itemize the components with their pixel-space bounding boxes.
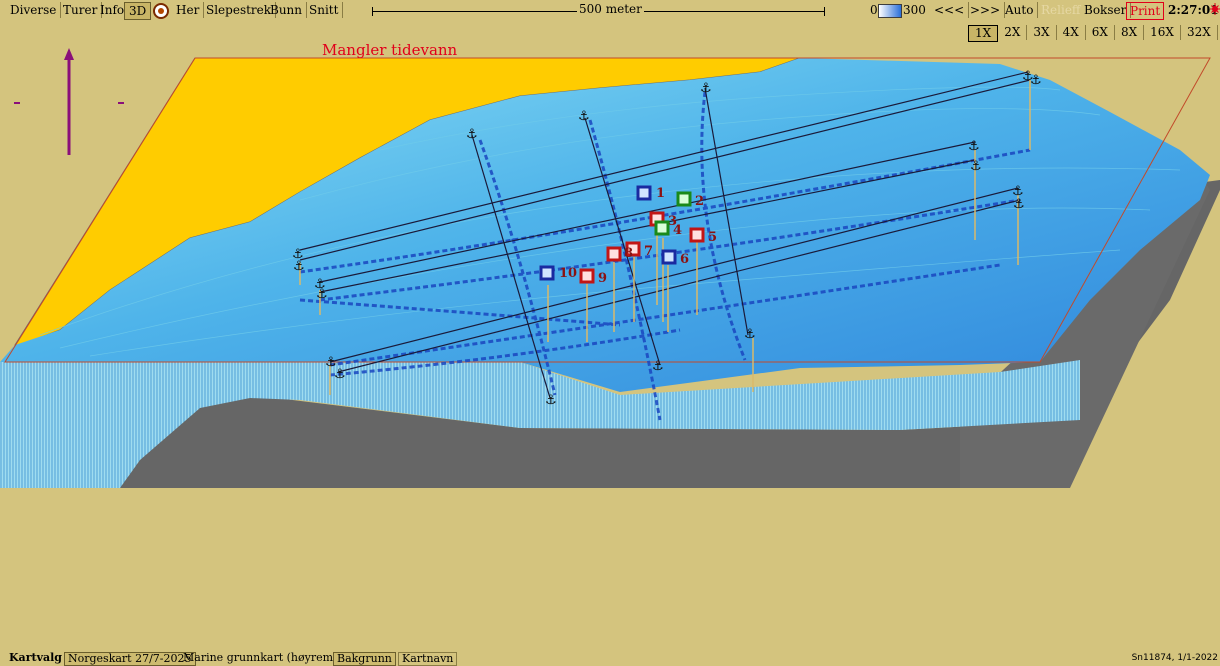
station-marker-label: 6 [680,252,689,267]
depth-min-label: 0 [870,3,878,17]
map-marine[interactable]: Marine grunnkart (høyremus!) [183,651,355,664]
area-frame [4,57,1211,363]
station-marker[interactable]: 8 [606,246,633,262]
menu-snitt[interactable]: Snitt [305,2,344,18]
station-marker[interactable]: 5 [689,227,717,245]
zoom-2x[interactable]: 2X [998,25,1028,40]
zoom-32x[interactable]: 32X [1181,25,1218,40]
depth-max-label: 300 [903,3,926,17]
anchor-icon: ⚓ [292,247,304,262]
kartvalg-label: Kartvalg [9,651,62,664]
north-arrow-icon[interactable] [14,48,124,155]
station-marker-label: 8 [624,246,633,261]
zoom-selector: 1X 2X 3X 4X 6X 8X 16X 32X [968,25,1218,42]
zoom-6x[interactable]: 6X [1086,25,1115,40]
anchor-icon: ⚓ [545,393,557,408]
sea-contours [39,86,1181,357]
depth-gradient [878,4,902,18]
station-marker[interactable]: 1 [636,185,665,201]
target-icon[interactable] [153,3,169,19]
scale-label: 500 meter [577,2,644,16]
anchor-icon: ⚓ [578,109,590,124]
terrain-cliff [0,360,1080,488]
tide-warning: Mangler tidevann [322,41,458,59]
station-marker-label: 10 [559,266,577,281]
station-marker[interactable]: 4 [654,220,682,238]
anchor-icon: ⚓ [325,355,337,370]
station-marker-label: 7 [644,244,653,259]
station-marker-label: 3 [668,214,677,229]
menu-bunn[interactable]: Bunn [266,2,308,18]
zoom-1x[interactable]: 1X [968,25,999,42]
top-toolbar: Diverse Turer Info 3D Her Slepestrek Bun… [0,0,1220,22]
anchor-icon: ⚓ [652,359,664,374]
status-text: Sn11874, 1/1-2022 [1131,653,1218,663]
zoom-4x[interactable]: 4X [1057,25,1086,40]
anchor-icon: ⚓ [968,139,980,154]
terrain-base [0,180,1220,488]
anchor-icon: ⚓ [314,277,326,292]
anchor-icon: ⚓ [1013,197,1025,212]
station-marker[interactable]: 9 [579,268,607,286]
terrain-3d-view[interactable]: ⚓ ⚓ ⚓ ⚓ ⚓ ⚓ ⚓ ⚓ ⚓ ⚓ ⚓ ⚓ ⚓ ⚓ ⚓ ⚓ ⚓ ⚓ 1234… [0,0,1220,650]
next-button[interactable]: >>> [966,2,1006,18]
station-marker[interactable]: 6 [661,249,689,267]
station-marker-label: 2 [695,194,704,209]
bokser-button[interactable]: Bokser [1080,2,1132,18]
anchor-icon: ⚓ [466,127,478,142]
auto-button[interactable]: Auto [1001,2,1039,18]
tow-lines [299,71,1031,399]
anchor-icon: ⚓ [744,327,756,342]
print-button[interactable]: Print [1126,2,1165,20]
clock: 2:27:01 [1168,3,1219,17]
prev-button[interactable]: <<< [930,2,970,18]
station-marker[interactable]: 7 [625,241,653,259]
menu-slepestrek[interactable]: Slepestrek [202,2,277,18]
menu-turer[interactable]: Turer [59,2,103,18]
menu-diverse[interactable]: Diverse [6,2,62,18]
zoom-8x[interactable]: 8X [1115,25,1145,40]
zoom-3x[interactable]: 3X [1027,25,1057,40]
map-norgeskart[interactable]: Norgeskart 27/7-2025 [64,652,196,666]
bakgrunn-button[interactable]: Bakgrunn [333,652,396,666]
station-marker[interactable]: 2 [676,191,704,209]
station-marker-label: 4 [673,223,682,238]
station-marker[interactable]: 10 [539,265,577,281]
toggle-3d[interactable]: 3D [124,2,152,20]
zoom-16x[interactable]: 16X [1144,25,1181,40]
station-marker-label: 5 [708,230,717,245]
anchor-icon: ⚓ [970,159,982,174]
anchor-icon: ⚓ [293,259,305,274]
anchor-icon: ⚓ [334,367,346,382]
anchor-icon: ⚓ [700,81,712,96]
depth-drops [299,80,1031,395]
anchor-icon: ⚓ [1022,69,1034,84]
relieff-button[interactable]: Relieff [1041,3,1081,17]
anchor-markers: ⚓ ⚓ ⚓ ⚓ ⚓ ⚓ ⚓ ⚓ ⚓ ⚓ ⚓ ⚓ ⚓ ⚓ ⚓ ⚓ ⚓ ⚓ [292,69,1042,408]
record-icon[interactable] [1210,3,1220,19]
station-marker-label: 9 [598,271,607,286]
station-marker-label: 1 [656,186,665,201]
anchor-icon: ⚓ [1012,184,1024,199]
anchor-icon: ⚓ [1030,73,1042,88]
menu-her[interactable]: Her [172,2,205,18]
anchor-icon: ⚓ [316,287,328,302]
bottom-bar: Kartvalg Norgeskart 27/7-2025 Marine gru… [0,650,1220,666]
